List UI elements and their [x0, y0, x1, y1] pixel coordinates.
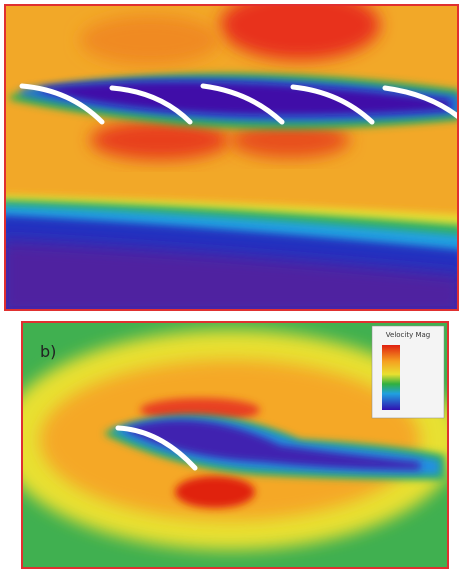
panel-label: b) — [40, 342, 56, 361]
colorbar — [382, 345, 400, 410]
page: {"figure": {"panel_b_label": "b)", "lege… — [0, 0, 463, 575]
legend-title: Velocity Mag — [386, 331, 430, 339]
panel-a-field — [0, 0, 463, 315]
figure: b) Velocity Mag — [0, 0, 463, 575]
